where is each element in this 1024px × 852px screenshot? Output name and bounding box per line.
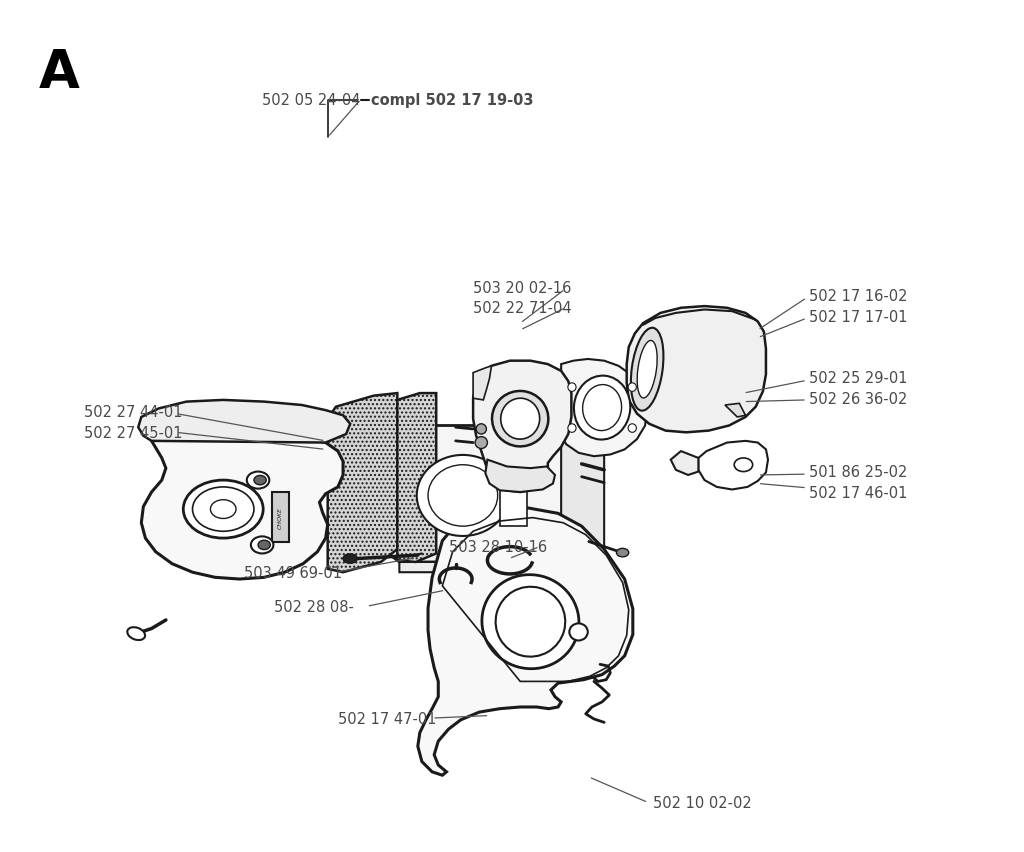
Ellipse shape: [247, 472, 269, 489]
Ellipse shape: [583, 385, 622, 431]
Text: 502 27 45-01: 502 27 45-01: [84, 425, 182, 440]
Polygon shape: [397, 394, 436, 562]
Ellipse shape: [193, 487, 254, 532]
Text: A: A: [39, 47, 80, 99]
Polygon shape: [671, 452, 698, 475]
Ellipse shape: [628, 424, 636, 433]
Ellipse shape: [254, 475, 266, 486]
Ellipse shape: [496, 587, 565, 657]
Polygon shape: [473, 361, 571, 492]
Text: 502 17 47-01: 502 17 47-01: [338, 711, 436, 726]
Ellipse shape: [476, 424, 486, 435]
Text: 503 49 69-01: 503 49 69-01: [244, 565, 342, 580]
Polygon shape: [473, 366, 492, 400]
Ellipse shape: [734, 458, 753, 472]
Ellipse shape: [616, 549, 629, 557]
Text: 502 28 08-: 502 28 08-: [274, 599, 354, 614]
Text: 502 17 17-01: 502 17 17-01: [809, 309, 907, 325]
Ellipse shape: [211, 500, 236, 519]
Text: compl 502 17 19-03: compl 502 17 19-03: [371, 93, 534, 108]
Text: 502 17 46-01: 502 17 46-01: [809, 485, 907, 500]
Text: 502 22 71-04: 502 22 71-04: [473, 301, 571, 316]
Text: 502 25 29-01: 502 25 29-01: [809, 371, 907, 386]
Polygon shape: [141, 430, 343, 579]
Ellipse shape: [501, 399, 540, 440]
Text: 502 26 36-02: 502 26 36-02: [809, 391, 907, 406]
Ellipse shape: [631, 328, 664, 412]
Polygon shape: [500, 464, 527, 527]
Ellipse shape: [637, 341, 657, 399]
Polygon shape: [328, 394, 397, 573]
Text: 502 27 44-01: 502 27 44-01: [84, 405, 182, 420]
Text: 502 17 16-02: 502 17 16-02: [809, 289, 907, 304]
Ellipse shape: [343, 555, 357, 564]
Ellipse shape: [475, 437, 487, 449]
Ellipse shape: [573, 377, 631, 440]
Text: 501 86 25-02: 501 86 25-02: [809, 464, 907, 480]
Ellipse shape: [127, 627, 145, 641]
Text: 503 28 10-16: 503 28 10-16: [449, 539, 547, 555]
Polygon shape: [399, 545, 604, 573]
Polygon shape: [627, 307, 766, 433]
Polygon shape: [418, 507, 633, 775]
Text: CHOKE: CHOKE: [279, 506, 283, 528]
Text: 502 05 24-04: 502 05 24-04: [262, 93, 360, 108]
Polygon shape: [138, 400, 350, 443]
Ellipse shape: [251, 537, 273, 554]
Ellipse shape: [628, 383, 636, 392]
Text: 503 20 02-16: 503 20 02-16: [473, 280, 571, 296]
Polygon shape: [725, 404, 745, 417]
Ellipse shape: [569, 624, 588, 641]
Ellipse shape: [417, 456, 509, 537]
Ellipse shape: [258, 541, 270, 550]
Polygon shape: [561, 426, 604, 562]
Ellipse shape: [493, 391, 548, 447]
Text: 502 10 02-02: 502 10 02-02: [653, 795, 752, 810]
Ellipse shape: [568, 424, 577, 433]
Ellipse shape: [482, 575, 579, 669]
Polygon shape: [556, 360, 647, 457]
Polygon shape: [713, 383, 760, 412]
Ellipse shape: [428, 465, 498, 527]
Ellipse shape: [183, 481, 263, 538]
Polygon shape: [377, 426, 582, 562]
Polygon shape: [485, 460, 555, 492]
Polygon shape: [698, 441, 768, 490]
Polygon shape: [272, 492, 289, 542]
Ellipse shape: [568, 383, 577, 392]
